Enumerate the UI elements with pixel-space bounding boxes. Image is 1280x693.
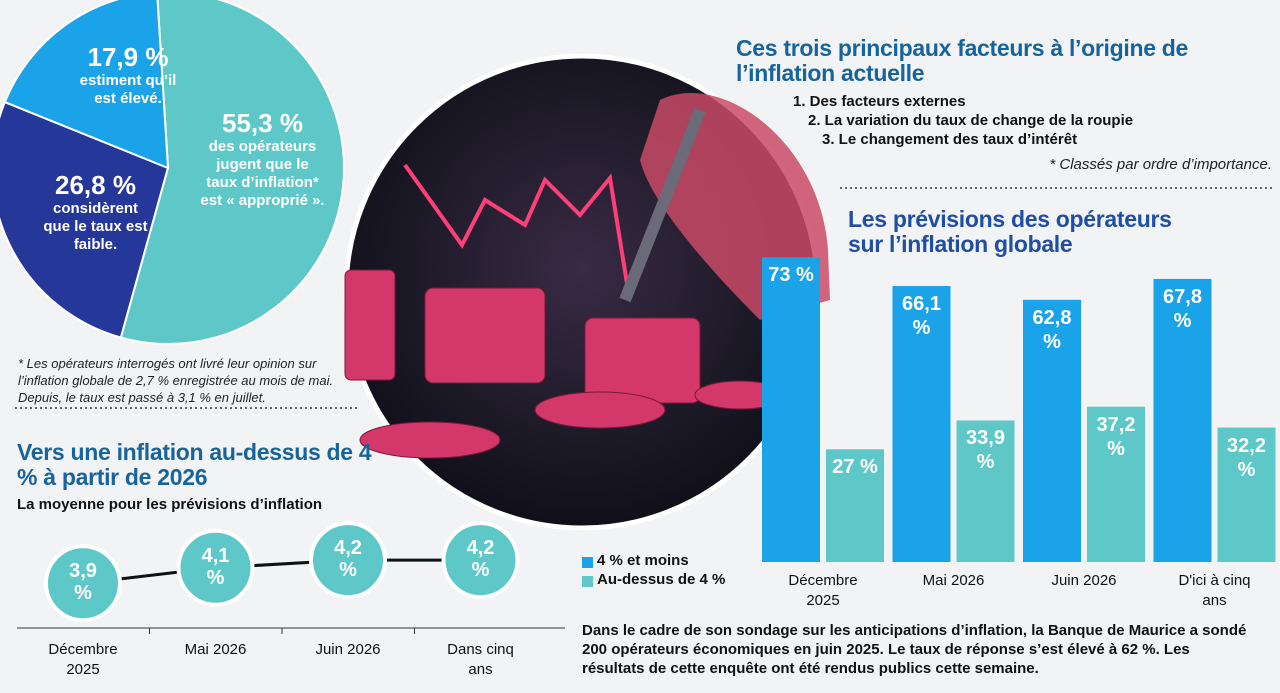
x-tick-label: Juin 2026: [1051, 572, 1117, 589]
line-subtitle: La moyenne pour les prévisions d’inflati…: [17, 496, 323, 513]
factor: 3. Le changement des taux d’intérêt: [822, 131, 1078, 148]
pie-footnote: * Les opérateurs interrogés ont livré le…: [18, 356, 334, 405]
point-label: 4,2 %: [466, 537, 495, 582]
bar-value-label: 62,8 %: [1032, 306, 1072, 353]
pie-slice-label: des opérateurs jugent que le taux d’infl…: [200, 138, 325, 209]
bar-title: Les prévisions des opérateurs sur l’infl…: [848, 206, 1172, 257]
pie-value-label: 17,9 %: [87, 42, 169, 72]
point-label: 3,9 %: [69, 560, 97, 605]
legend-label: 4 % et moins: [597, 552, 689, 569]
bar: [892, 286, 951, 562]
point-label: 4,1 %: [201, 544, 230, 589]
x-tick-label: Mai 2026: [184, 641, 247, 658]
x-tick-label: Dans cinq ans: [447, 641, 514, 678]
legend-swatch: [582, 576, 593, 587]
x-tick-label: Mai 2026: [922, 572, 985, 589]
line-title: Vers une inflation au-dessus de 4 % à pa…: [17, 439, 372, 490]
legend-swatch: [582, 557, 593, 568]
pie-slice: [119, 0, 345, 345]
bar: [1153, 278, 1212, 562]
x-tick-label: Juin 2026: [315, 641, 381, 658]
pie-value-label: 26,8 %: [55, 170, 136, 200]
x-tick-label: Décembre 2025: [788, 572, 858, 609]
point: [176, 528, 255, 607]
line: [82, 558, 481, 585]
legend-label: Au-dessus de 4 %: [597, 571, 726, 588]
factor: 1. Des facteurs externes: [793, 93, 966, 110]
bar: [1217, 427, 1276, 562]
bar-value-label: 37,2 %: [1096, 413, 1136, 460]
photo: [343, 53, 830, 531]
bar-value-label: 33,9 %: [966, 427, 1005, 474]
description: Dans le cadre de son sondage sur les ant…: [582, 622, 1247, 677]
pie-slice-label: considèrent que le taux est faible.: [43, 200, 148, 253]
bar: [826, 449, 884, 562]
bar: [1023, 299, 1081, 562]
bar: [956, 420, 1015, 562]
bar: [1087, 406, 1145, 562]
point-label: 4,2 %: [334, 537, 362, 582]
pie-slice: [0, 100, 170, 339]
bar-value-label: 32,2 %: [1227, 434, 1266, 481]
bar: [762, 257, 820, 562]
bar-value-label: 66,1 %: [902, 293, 941, 340]
factors-title: Ces trois principaux facteurs à l’origin…: [736, 35, 1189, 86]
point: [44, 544, 122, 623]
bar-value-label: 27 %: [832, 456, 878, 479]
x-tick-label: D'ici à cinq ans: [1178, 572, 1251, 609]
pie-value-label: 55,3 %: [222, 108, 303, 138]
bar-value-label: 73 %: [768, 264, 814, 287]
point: [441, 521, 520, 600]
factors-note: * Classés par ordre d’importance.: [1049, 156, 1272, 173]
factor: 2. La variation du taux de change de la …: [808, 112, 1134, 129]
pie-slice-label: estiment qu’il est élevé.: [79, 72, 177, 107]
x-tick-label: Décembre 2025: [48, 641, 118, 678]
bar-value-label: 67,8 %: [1163, 285, 1202, 332]
point: [309, 521, 387, 600]
pie-slice: [3, 0, 170, 170]
